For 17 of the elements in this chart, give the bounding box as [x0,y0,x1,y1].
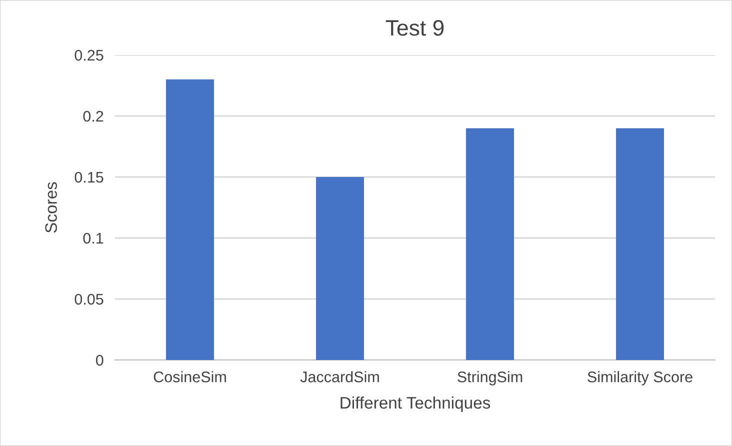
bar [466,128,514,360]
y-tick-label: 0.25 [74,50,104,61]
x-tick-label: JaccardSim [300,371,379,382]
y-axis-title: Scores [45,182,57,233]
bar [616,128,664,360]
x-axis-title: Different Techniques [340,396,490,412]
y-tick-label: 0 [96,354,104,366]
chart-title: Test 9 [386,20,444,36]
x-tick-label: StringSim [458,371,522,386]
bar [166,79,214,360]
y-tick-label: 0.1 [83,232,104,244]
y-tick-label: 0.2 [83,110,104,122]
y-tick-label: 0.15 [74,172,104,183]
bar [316,177,364,360]
y-tick-label: 0.05 [74,294,104,305]
x-tick-label: Similarity Score [588,371,692,386]
x-tick-label: CosineSim [154,371,226,382]
